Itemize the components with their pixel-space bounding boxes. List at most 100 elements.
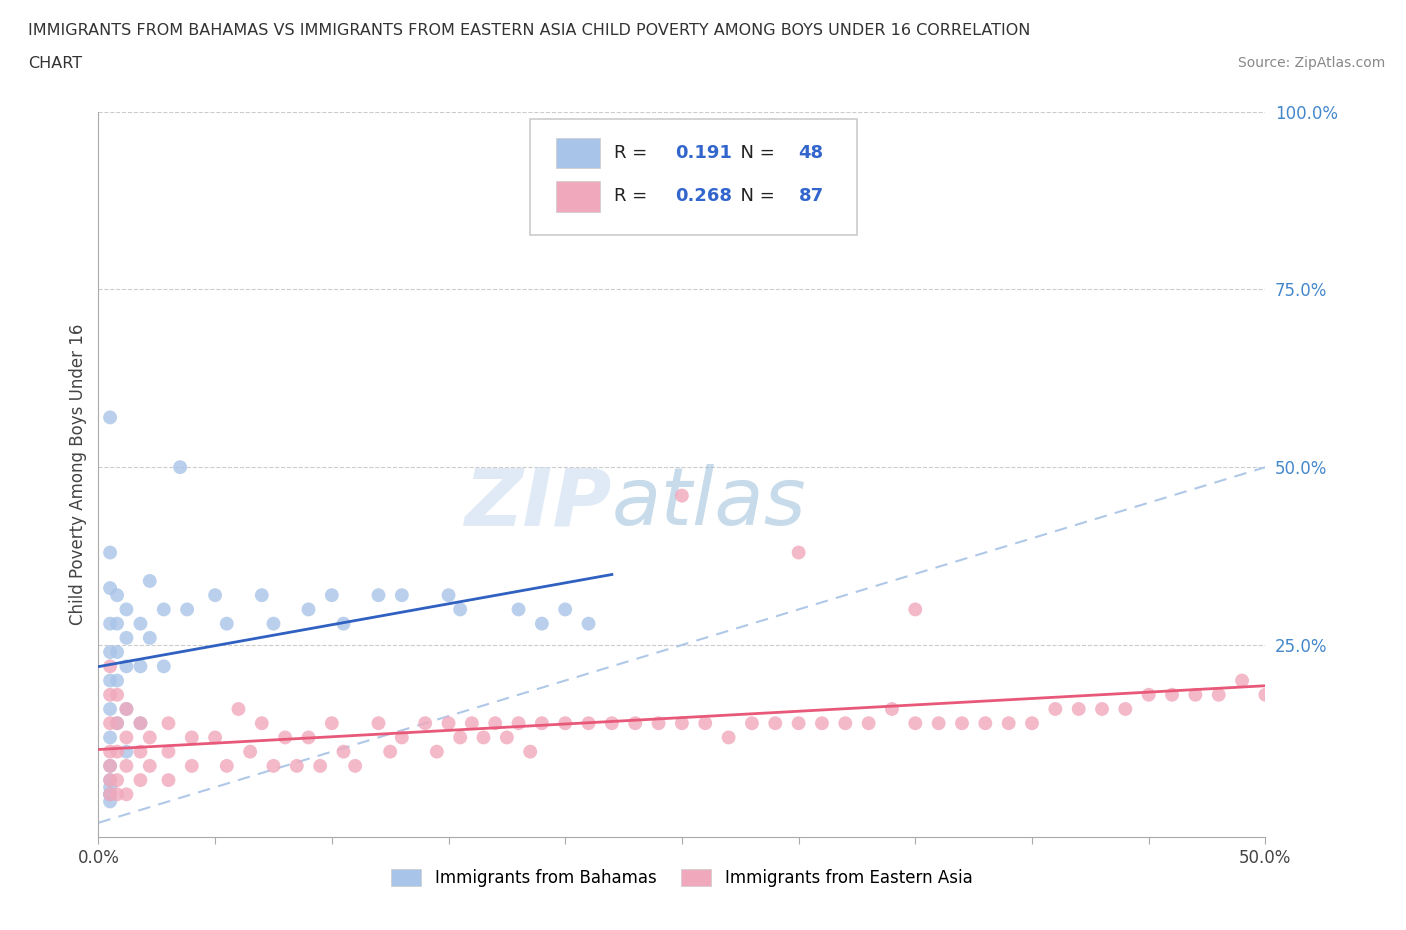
Point bbox=[1045, 701, 1067, 716]
Text: atlas: atlas bbox=[612, 464, 807, 542]
Point bbox=[437, 716, 460, 731]
Point bbox=[741, 716, 763, 731]
Text: R =: R = bbox=[614, 144, 654, 162]
Point bbox=[115, 631, 138, 645]
Point bbox=[1161, 687, 1184, 702]
Point bbox=[763, 716, 786, 731]
Point bbox=[647, 716, 669, 731]
Point bbox=[98, 716, 121, 731]
Point bbox=[215, 617, 238, 631]
Point bbox=[115, 787, 138, 802]
Point bbox=[129, 716, 152, 731]
Point bbox=[391, 588, 413, 603]
Point bbox=[671, 488, 693, 503]
Point bbox=[1114, 701, 1136, 716]
Point bbox=[98, 658, 121, 673]
Point bbox=[811, 716, 834, 731]
Text: 0.268: 0.268 bbox=[675, 188, 733, 206]
Point bbox=[1067, 701, 1090, 716]
Text: 0.191: 0.191 bbox=[675, 144, 731, 162]
FancyBboxPatch shape bbox=[530, 119, 858, 235]
Point bbox=[530, 617, 553, 631]
Point bbox=[98, 787, 121, 802]
Point bbox=[115, 701, 138, 716]
Point bbox=[98, 687, 121, 702]
Point bbox=[98, 759, 121, 774]
Point bbox=[98, 773, 121, 788]
Point bbox=[98, 617, 121, 631]
Bar bbox=[555, 138, 600, 168]
Point bbox=[461, 716, 484, 731]
Point bbox=[204, 730, 226, 745]
Point bbox=[332, 617, 354, 631]
Bar bbox=[555, 181, 600, 212]
Point bbox=[472, 730, 495, 745]
Point bbox=[129, 658, 152, 673]
Point bbox=[180, 730, 202, 745]
Point bbox=[974, 716, 997, 731]
Point bbox=[105, 673, 128, 688]
Point bbox=[297, 602, 319, 617]
Point bbox=[321, 588, 343, 603]
Point bbox=[496, 730, 519, 745]
Point bbox=[367, 588, 389, 603]
Point bbox=[285, 759, 308, 774]
Point bbox=[332, 744, 354, 759]
Text: R =: R = bbox=[614, 188, 654, 206]
Point bbox=[367, 716, 389, 731]
Y-axis label: Child Poverty Among Boys Under 16: Child Poverty Among Boys Under 16 bbox=[69, 324, 87, 625]
Point bbox=[105, 644, 128, 659]
Point bbox=[787, 716, 810, 731]
Point bbox=[139, 631, 162, 645]
Text: IMMIGRANTS FROM BAHAMAS VS IMMIGRANTS FROM EASTERN ASIA CHILD POVERTY AMONG BOYS: IMMIGRANTS FROM BAHAMAS VS IMMIGRANTS FR… bbox=[28, 23, 1031, 38]
Point bbox=[508, 602, 530, 617]
Point bbox=[391, 730, 413, 745]
Point bbox=[1137, 687, 1160, 702]
Point bbox=[105, 687, 128, 702]
Point bbox=[98, 744, 121, 759]
Point bbox=[309, 759, 332, 774]
Point bbox=[98, 545, 121, 560]
Point bbox=[530, 716, 553, 731]
Point bbox=[139, 730, 162, 745]
Point bbox=[624, 716, 647, 731]
Text: ZIP: ZIP bbox=[464, 464, 612, 542]
Point bbox=[449, 730, 471, 745]
Point bbox=[344, 759, 367, 774]
Point bbox=[274, 730, 297, 745]
Legend: Immigrants from Bahamas, Immigrants from Eastern Asia: Immigrants from Bahamas, Immigrants from… bbox=[385, 862, 979, 894]
Point bbox=[484, 716, 506, 731]
Point bbox=[98, 773, 121, 788]
Point bbox=[1184, 687, 1206, 702]
Point bbox=[105, 787, 128, 802]
Point bbox=[129, 744, 152, 759]
Point bbox=[98, 701, 121, 716]
Point bbox=[105, 773, 128, 788]
Text: CHART: CHART bbox=[28, 56, 82, 71]
Point bbox=[321, 716, 343, 731]
Point bbox=[1230, 673, 1253, 688]
Point bbox=[139, 574, 162, 589]
Point bbox=[98, 787, 121, 802]
Point bbox=[449, 602, 471, 617]
Point bbox=[928, 716, 950, 731]
Point bbox=[239, 744, 262, 759]
Point bbox=[554, 602, 576, 617]
Point bbox=[115, 744, 138, 759]
Text: N =: N = bbox=[728, 144, 780, 162]
Point bbox=[98, 644, 121, 659]
Point bbox=[717, 730, 740, 745]
Point bbox=[413, 716, 436, 731]
Text: Source: ZipAtlas.com: Source: ZipAtlas.com bbox=[1237, 56, 1385, 70]
Point bbox=[250, 588, 273, 603]
Point bbox=[157, 716, 180, 731]
Point bbox=[578, 716, 600, 731]
Point bbox=[157, 744, 180, 759]
Point bbox=[98, 794, 121, 809]
Point bbox=[880, 701, 903, 716]
Point bbox=[180, 759, 202, 774]
Point bbox=[115, 701, 138, 716]
Point bbox=[787, 545, 810, 560]
Point bbox=[1208, 687, 1230, 702]
Point bbox=[176, 602, 198, 617]
